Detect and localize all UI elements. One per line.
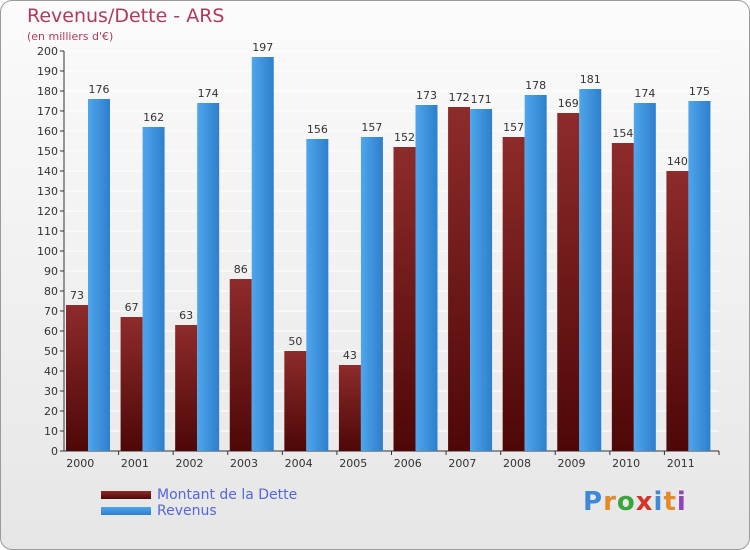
y-tick-label: 100 (37, 245, 58, 258)
y-tick-label: 170 (37, 105, 58, 118)
data-label-debt: 43 (343, 349, 357, 362)
x-tick-label: 2009 (558, 457, 586, 470)
bar-revenue (415, 105, 438, 451)
bar-revenue (88, 99, 110, 451)
bar-revenue (524, 95, 547, 451)
bar-revenue (633, 103, 656, 451)
data-label-debt: 169 (558, 97, 579, 110)
bar-debt (557, 113, 580, 451)
x-tick-label: 2004 (285, 457, 313, 470)
data-label-debt: 86 (234, 263, 248, 276)
y-tick-label: 150 (37, 145, 58, 158)
bar-debt (502, 137, 525, 451)
y-tick-label: 90 (44, 265, 58, 278)
bar-debt (666, 171, 689, 451)
proxiti-logo: Proxiti (583, 487, 687, 517)
y-tick-label: 70 (44, 305, 58, 318)
x-tick-label: 2011 (667, 457, 695, 470)
bar-revenue (251, 57, 274, 451)
legend-item-revenue: Revenus (101, 503, 297, 519)
bar-debt (338, 365, 361, 451)
y-tick-label: 40 (44, 365, 58, 378)
data-label-debt: 140 (667, 155, 688, 168)
y-tick-label: 20 (44, 405, 58, 418)
bar-revenue (470, 109, 493, 451)
bar-debt (66, 305, 88, 451)
data-label-revenue: 162 (143, 111, 164, 124)
x-tick-label: 2000 (66, 457, 94, 470)
bar-debt (393, 147, 416, 451)
x-tick-label: 2005 (339, 457, 367, 470)
data-label-revenue: 174 (198, 87, 219, 100)
data-label-revenue: 174 (634, 87, 655, 100)
data-label-debt: 157 (503, 121, 524, 134)
data-label-revenue: 175 (689, 85, 710, 98)
legend-item-debt: Montant de la Dette (101, 487, 297, 503)
chart-title: Revenus/Dette - ARS (27, 5, 225, 27)
chart-subtitle: (en milliers d'€) (27, 30, 114, 43)
data-label-debt: 152 (394, 131, 415, 144)
data-label-revenue: 197 (252, 41, 273, 54)
data-label-revenue: 156 (307, 123, 328, 136)
bar-revenue (142, 127, 165, 451)
x-tick-label: 2001 (121, 457, 149, 470)
legend-swatch-debt (101, 491, 151, 499)
y-tick-label: 10 (44, 425, 58, 438)
y-tick-label: 110 (37, 225, 58, 238)
bar-revenue (579, 89, 602, 451)
bar-debt (120, 317, 143, 451)
y-tick-label: 30 (44, 385, 58, 398)
legend-label-debt: Montant de la Dette (157, 487, 298, 503)
data-label-debt: 73 (70, 289, 84, 302)
data-label-debt: 50 (288, 335, 302, 348)
y-tick-label: 200 (37, 45, 58, 58)
y-tick-label: 190 (37, 65, 58, 78)
y-tick-label: 50 (44, 345, 58, 358)
y-tick-label: 130 (37, 185, 58, 198)
bar-revenue (197, 103, 220, 451)
bar-revenue (360, 137, 383, 451)
y-tick-label: 80 (44, 285, 58, 298)
data-label-revenue: 157 (361, 121, 382, 134)
data-label-debt: 67 (125, 301, 139, 314)
legend-label-revenue: Revenus (157, 503, 217, 519)
bar-debt (229, 279, 252, 451)
bar-debt (611, 143, 634, 451)
data-label-debt: 172 (449, 91, 470, 104)
y-tick-label: 180 (37, 85, 58, 98)
data-label-revenue: 171 (471, 93, 492, 106)
x-tick-label: 2007 (448, 457, 476, 470)
data-label-debt: 63 (179, 309, 193, 322)
bar-debt (284, 351, 307, 451)
data-label-revenue: 176 (89, 83, 110, 96)
bar-debt (448, 107, 471, 451)
x-tick-label: 2002 (175, 457, 203, 470)
y-tick-label: 0 (51, 445, 58, 458)
bar-debt (175, 325, 198, 451)
data-label-revenue: 181 (580, 73, 601, 86)
bar-revenue (306, 139, 329, 451)
x-tick-label: 2010 (612, 457, 640, 470)
legend-swatch-revenue (101, 507, 151, 515)
y-tick-label: 120 (37, 205, 58, 218)
data-label-debt: 154 (612, 127, 633, 140)
x-tick-label: 2006 (394, 457, 422, 470)
bar-revenue (688, 101, 711, 451)
y-tick-label: 60 (44, 325, 58, 338)
legend: Montant de la Dette Revenus (101, 487, 297, 519)
data-label-revenue: 173 (416, 89, 437, 102)
data-label-revenue: 178 (525, 79, 546, 92)
x-tick-label: 2003 (230, 457, 258, 470)
y-tick-label: 140 (37, 165, 58, 178)
y-tick-label: 160 (37, 125, 58, 138)
x-tick-label: 2008 (503, 457, 531, 470)
